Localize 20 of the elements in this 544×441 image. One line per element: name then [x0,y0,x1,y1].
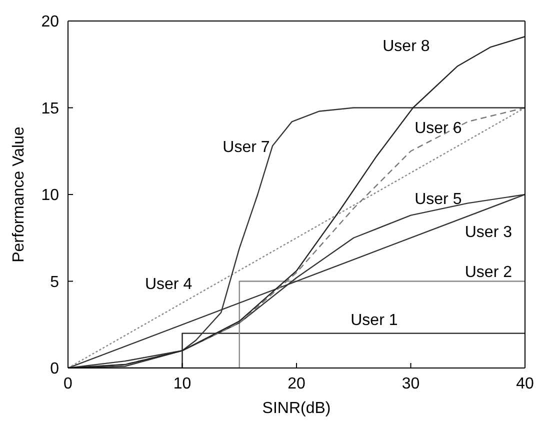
x-tick-label: 40 [516,375,534,392]
series-label: User 6 [414,120,462,138]
y-tick-label: 15 [41,100,60,118]
y-tick-label: 10 [41,187,60,204]
x-tick-label: 20 [288,375,306,392]
series-label: User 5 [414,190,462,209]
series-label: User 1 [350,312,398,330]
series-label: User 2 [464,264,512,282]
x-tick-label: 0 [64,375,73,392]
series-label: User 4 [144,276,192,294]
x-tick-label: 10 [173,375,192,392]
y-tick-label: 20 [41,14,60,31]
series-label: User 7 [222,138,270,157]
series-label: User 3 [464,224,512,242]
y-tick-label: 0 [50,360,60,378]
x-tick-label: 30 [402,375,420,392]
x-axis-title: SINR(dB) [262,400,331,417]
series-label: User 8 [382,38,430,56]
y-tick-label: 5 [50,274,60,291]
y-axis-title: Performance Value [10,126,28,262]
